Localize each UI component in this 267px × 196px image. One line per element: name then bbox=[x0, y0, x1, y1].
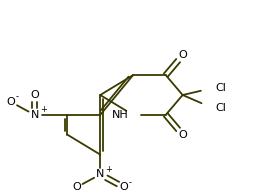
Text: +: + bbox=[105, 165, 112, 174]
Text: O: O bbox=[178, 50, 187, 60]
Text: -: - bbox=[129, 178, 132, 187]
Text: Cl: Cl bbox=[215, 103, 226, 113]
Text: Cl: Cl bbox=[215, 83, 226, 93]
Text: O: O bbox=[178, 130, 187, 140]
Text: N: N bbox=[96, 170, 104, 180]
Text: O: O bbox=[72, 182, 81, 192]
Text: NH: NH bbox=[112, 110, 129, 120]
Text: O: O bbox=[6, 97, 15, 107]
Text: +: + bbox=[40, 105, 46, 114]
Text: O: O bbox=[120, 182, 128, 192]
Text: O: O bbox=[30, 90, 39, 100]
Text: N: N bbox=[30, 110, 39, 120]
Text: -: - bbox=[16, 93, 19, 102]
